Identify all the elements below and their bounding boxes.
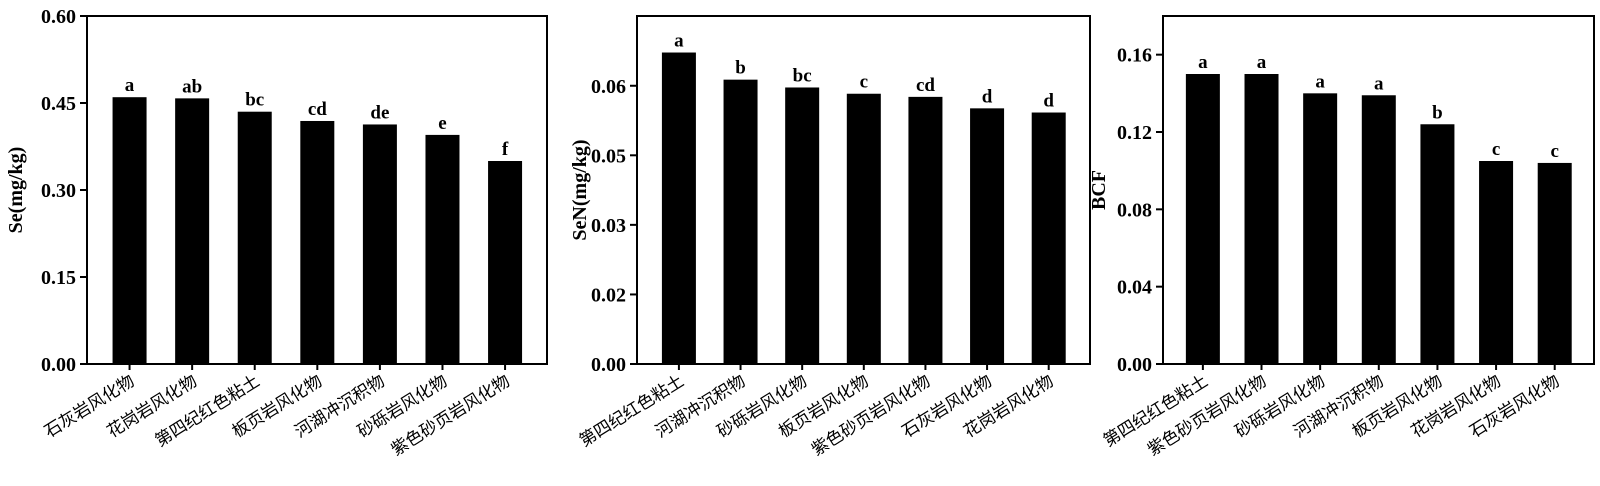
significance-letter: a [1315,71,1325,92]
significance-letter: e [438,113,446,134]
chart-panel-1: 0.000.150.300.450.60Se(mg/kg)a石灰岩风化物ab花岗… [5,6,548,460]
chart-panel-2: 0.000.020.030.050.06SeN(mg/kg)a第四纪红色粘土b河… [569,15,1091,460]
y-tick-label: 0.45 [41,93,76,115]
bar-1 [661,52,696,365]
significance-letter: bc [793,65,812,86]
bar-3 [785,87,820,364]
y-tick-label: 0.16 [1117,45,1152,67]
y-tick-label: 0.08 [1117,199,1152,221]
bar-7 [1537,162,1572,364]
significance-letter: ab [182,76,202,97]
y-tick-label: 0.04 [1117,277,1152,299]
y-tick-label: 0.00 [591,354,626,376]
bar-5 [1420,124,1455,365]
y-tick-label: 0.12 [1117,122,1152,144]
bar-1 [112,97,147,364]
y-tick-label: 0.05 [591,145,626,167]
y-tick-label: 0.00 [41,354,76,376]
significance-letter: de [370,102,389,123]
bar-6 [970,108,1005,364]
bar-4 [846,93,881,364]
bar-3 [1303,93,1338,364]
chart-panel-3: 0.000.040.080.120.16BCFa第四纪红色粘土a紫色砂页岩风化物… [1088,15,1595,460]
bar-3 [237,111,272,364]
y-tick-label: 0.60 [41,6,76,28]
significance-letter: a [1374,73,1384,94]
y-tick-label: 0.00 [1117,354,1152,376]
significance-letter: cd [916,75,935,96]
y-axis-title: BCF [1088,170,1110,210]
bar-2 [175,98,210,365]
y-tick-label: 0.02 [591,284,626,306]
bar-7 [1031,112,1066,365]
significance-letter: a [674,31,684,52]
x-category-label: 第四纪红色粘土 [152,371,264,451]
significance-letter: cd [308,99,327,120]
bar-5 [908,96,943,364]
y-tick-label: 0.15 [41,267,76,289]
bar-2 [723,79,758,365]
bar-1 [1185,74,1220,364]
bar-6 [425,134,460,364]
significance-letter: f [502,139,509,160]
bar-5 [362,124,397,365]
bar-7 [488,161,523,364]
y-tick-label: 0.06 [591,76,626,98]
y-tick-label: 0.30 [41,180,76,202]
bar-2 [1244,74,1279,364]
significance-letter: b [735,58,746,79]
significance-letter: a [125,75,135,96]
significance-letter: bc [245,90,264,111]
significance-letter: c [1550,141,1558,162]
x-category-label: 第四纪红色粘土 [576,371,688,451]
bar-4 [300,120,335,364]
significance-letter: d [982,86,993,107]
significance-letter: c [1492,139,1500,160]
significance-letter: a [1257,52,1267,73]
y-axis-title: Se(mg/kg) [5,147,27,234]
significance-letter: d [1043,91,1054,112]
y-axis-title: SeN(mg/kg) [569,139,591,240]
significance-letter: b [1432,102,1443,123]
y-tick-label: 0.03 [591,215,626,237]
bar-4 [1361,95,1396,365]
significance-letter: c [860,72,868,93]
significance-letter: a [1198,52,1208,73]
bar-6 [1479,161,1514,364]
